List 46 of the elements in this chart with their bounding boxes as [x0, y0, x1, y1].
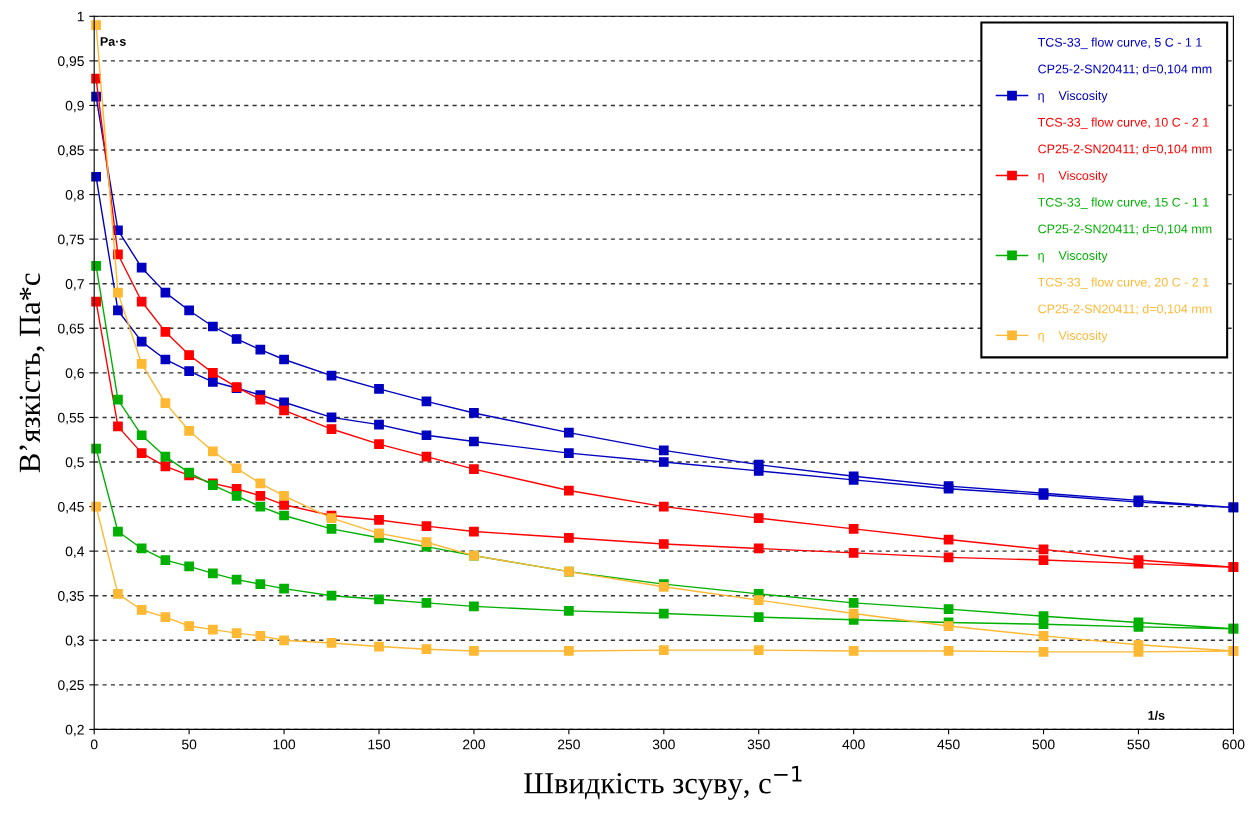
annotation: TCS-33_ flow curve, 5 C - 1 1	[1037, 37, 1202, 50]
y-tick-label: 0,8	[65, 189, 84, 202]
annotation: CP25-2-SN20411; d=0,104 mm	[1038, 64, 1212, 75]
x-tick-label: 450	[937, 739, 960, 750]
y-tick-label: 0,85	[57, 145, 84, 157]
annotation: Pa·s	[100, 37, 126, 46]
y-axis-title: В’язкість, Па*с	[19, 273, 45, 473]
y-tick-label: 0,55	[57, 412, 84, 425]
x-tick-label: 200	[463, 739, 485, 750]
annotation: CP25-2-SN20411; d=0,104 mm	[1038, 304, 1212, 315]
y-tick-label: 0,4	[65, 546, 85, 558]
x-tick-label: 300	[652, 739, 675, 750]
y-tick-label: 0,5	[65, 457, 84, 469]
y-tick-label: 0,9	[65, 100, 84, 113]
y-tick-label: 0,7	[65, 279, 84, 291]
y-tick-label: 0,35	[57, 591, 84, 603]
y-tick-label: 0,65	[57, 323, 84, 336]
y-tick-label: 0,95	[57, 56, 84, 68]
annotation: 1/s	[1148, 710, 1165, 720]
y-tick-label: 0,75	[57, 234, 84, 246]
x-tick-label: 50	[181, 739, 197, 750]
x-tick-label: 600	[1222, 739, 1245, 750]
legend-label: η Viscosity	[1038, 90, 1108, 103]
x-tick-label: 250	[557, 739, 580, 750]
y-tick-label: 0,3	[65, 635, 84, 648]
y-tick-label: 0,6	[65, 368, 84, 380]
x-tick-label: 350	[747, 739, 770, 750]
annotation: TCS-33_ flow curve, 15 C - 1 1	[1037, 197, 1209, 210]
legend-label: η Viscosity	[1038, 170, 1108, 183]
x-tick-label: 150	[368, 739, 391, 750]
y-tick-label: 0,25	[57, 680, 84, 692]
legend-label: η Viscosity	[1038, 250, 1108, 263]
annotation: CP25-2-SN20411; d=0,104 mm	[1038, 144, 1212, 155]
annotation: TCS-33_ flow curve, 10 C - 2 1	[1037, 117, 1209, 130]
x-tick-label: 100	[273, 739, 296, 750]
x-tick-label: 400	[842, 739, 865, 750]
annotation: TCS-33_ flow curve, 20 C - 2 1	[1037, 277, 1209, 289]
legend-label: η Viscosity	[1038, 330, 1108, 343]
x-axis-title: Швидкість зсуву, с$^{−1}$	[524, 765, 802, 800]
x-tick-label: 0	[90, 739, 98, 750]
y-tick-label: 1	[77, 11, 84, 22]
x-tick-label: 550	[1127, 739, 1150, 750]
y-tick-label: 0,45	[57, 501, 84, 514]
x-tick-label: 500	[1032, 739, 1055, 750]
annotation: CP25-2-SN20411; d=0,104 mm	[1038, 224, 1212, 235]
y-tick-label: 0,2	[65, 724, 84, 737]
